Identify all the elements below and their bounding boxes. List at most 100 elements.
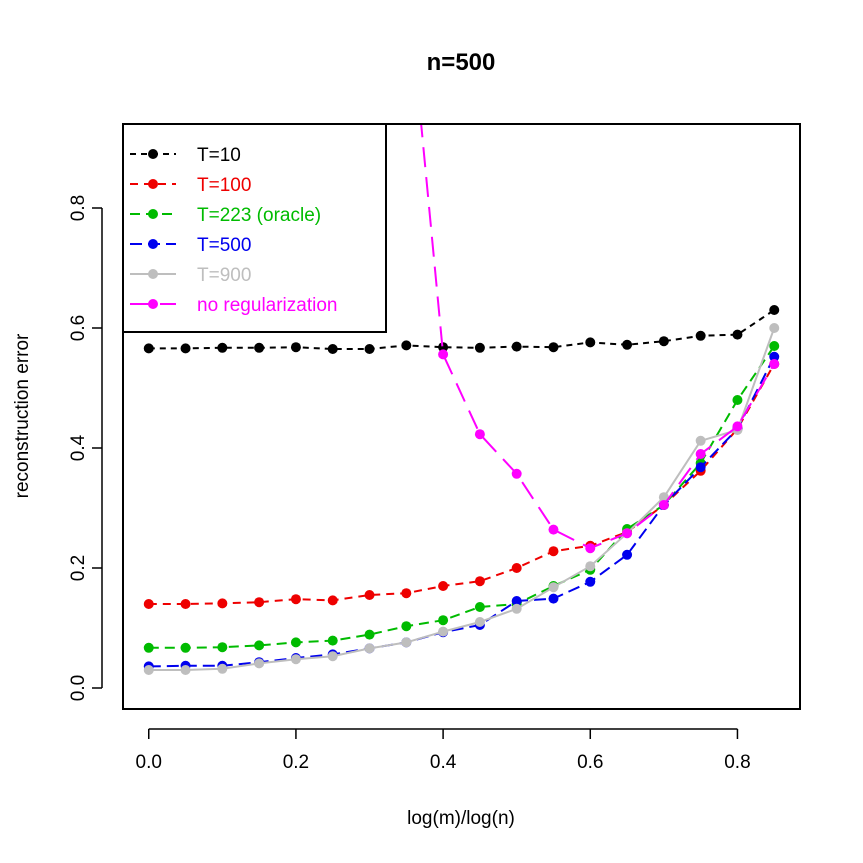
data-point-t-900 — [695, 435, 706, 446]
data-point-no-regularization — [658, 500, 669, 510]
data-point-t-100 — [290, 594, 301, 605]
data-point-no-regularization — [511, 468, 522, 479]
data-point-t-100 — [511, 563, 522, 573]
x-tick-label: 0.0 — [136, 752, 162, 773]
data-point-t-900 — [254, 658, 265, 669]
x-axis-title: log(m)/log(n) — [407, 808, 515, 829]
data-point-t-900 — [769, 323, 780, 333]
y-axis: 0.0 0.2 0.4 0.6 0.8 — [68, 195, 103, 701]
data-point-t-10 — [254, 342, 265, 353]
x-axis: 0.0 0.2 0.4 0.6 0.8 — [136, 728, 751, 773]
y-axis-title: reconstruction error — [12, 333, 33, 498]
data-point-t-223-oracle — [769, 341, 780, 351]
series-layer — [143, 124, 780, 675]
data-point-t-100 — [474, 576, 485, 587]
legend-marker-t-223-oracle — [148, 209, 158, 219]
data-point-t-223-oracle — [217, 642, 228, 653]
y-tick-label: 0.8 — [68, 195, 89, 221]
data-point-t-100 — [401, 588, 412, 599]
y-tick-label: 0.4 — [68, 434, 89, 461]
data-point-t-223-oracle — [180, 642, 191, 653]
data-point-t-500 — [622, 549, 633, 560]
data-point-t-100 — [180, 599, 191, 609]
data-point-t-100 — [438, 581, 449, 591]
data-point-t-500 — [769, 351, 780, 362]
y-tick-label: 0.2 — [68, 555, 89, 581]
series-line-t-100 — [148, 363, 776, 605]
series-line-t-10 — [148, 309, 775, 350]
legend-marker-no-regularization — [148, 299, 158, 309]
data-point-t-10 — [217, 342, 228, 353]
data-point-no-regularization — [474, 429, 485, 440]
data-point-t-900 — [327, 651, 338, 662]
data-point-t-100 — [327, 595, 338, 606]
data-point-t-10 — [622, 339, 633, 350]
data-point-t-10 — [548, 342, 559, 353]
data-point-t-900 — [548, 582, 559, 593]
data-point-t-223-oracle — [474, 602, 485, 612]
data-point-t-10 — [585, 337, 596, 348]
data-point-no-regularization — [769, 359, 780, 369]
data-point-t-10 — [143, 343, 154, 354]
data-point-t-223-oracle — [254, 640, 265, 651]
data-point-t-10 — [290, 342, 301, 353]
data-point-t-500 — [695, 462, 706, 473]
series-line-t-223-oracle — [148, 345, 776, 649]
legend-marker-t-10 — [148, 149, 158, 159]
series-line-no-regularization — [420, 124, 776, 550]
legend-marker-t-900 — [148, 269, 158, 279]
data-point-t-223-oracle — [401, 621, 412, 632]
legend-label-t-100: T=100 — [197, 175, 251, 196]
data-point-no-regularization — [732, 421, 743, 432]
legend-label-t-10: T=10 — [197, 145, 241, 166]
data-point-t-900 — [401, 637, 412, 648]
data-point-t-10 — [769, 305, 780, 315]
data-point-t-100 — [548, 546, 559, 557]
legend-box — [122, 123, 387, 333]
data-point-t-900 — [143, 665, 154, 675]
y-tick-label: 0.6 — [68, 315, 89, 341]
legend-label-t-223-oracle: T=223 (oracle) — [197, 205, 321, 226]
data-point-t-900 — [511, 603, 522, 614]
data-point-t-500 — [511, 596, 522, 606]
data-point-no-regularization — [622, 528, 633, 539]
data-point-t-10 — [695, 330, 706, 341]
data-point-t-900 — [585, 561, 596, 572]
data-point-t-900 — [438, 626, 449, 637]
data-point-t-100 — [364, 590, 375, 600]
plot-frame — [122, 123, 801, 710]
data-point-t-10 — [401, 340, 412, 351]
data-point-no-regularization — [585, 543, 596, 554]
legend-label-t-900: T=900 — [197, 265, 251, 286]
series-line-t-900 — [148, 327, 776, 671]
data-point-t-223-oracle — [327, 635, 338, 646]
data-point-t-10 — [732, 329, 743, 340]
data-point-t-500 — [548, 593, 559, 604]
data-point-t-223-oracle — [143, 642, 154, 653]
data-point-t-100 — [254, 597, 265, 608]
data-point-t-10 — [474, 342, 485, 353]
data-point-t-900 — [474, 617, 485, 627]
data-point-t-900 — [290, 654, 301, 665]
legend: T=10 T=100 T=223 (oracle) T=500 T=900 no regu… — [130, 145, 337, 316]
data-point-t-10 — [180, 343, 191, 354]
data-point-no-regularization — [438, 349, 449, 360]
data-point-t-223-oracle — [364, 629, 375, 640]
legend-marker-t-100 — [148, 179, 158, 189]
data-point-t-900 — [364, 643, 375, 654]
x-tick-label: 0.8 — [724, 752, 750, 773]
y-tick-label: 0.0 — [68, 675, 89, 701]
data-point-t-100 — [217, 598, 228, 609]
data-point-t-223-oracle — [732, 395, 743, 405]
data-point-t-900 — [658, 492, 669, 503]
x-tick-label: 0.4 — [430, 752, 457, 773]
data-point-t-100 — [143, 599, 154, 609]
legend-label-t-500: T=500 — [197, 235, 251, 256]
data-point-t-10 — [658, 336, 669, 347]
data-point-t-223-oracle — [290, 637, 301, 648]
data-point-t-10 — [364, 344, 375, 354]
data-point-t-10 — [327, 344, 338, 354]
data-point-t-500 — [585, 576, 596, 587]
data-point-t-900 — [217, 663, 228, 674]
